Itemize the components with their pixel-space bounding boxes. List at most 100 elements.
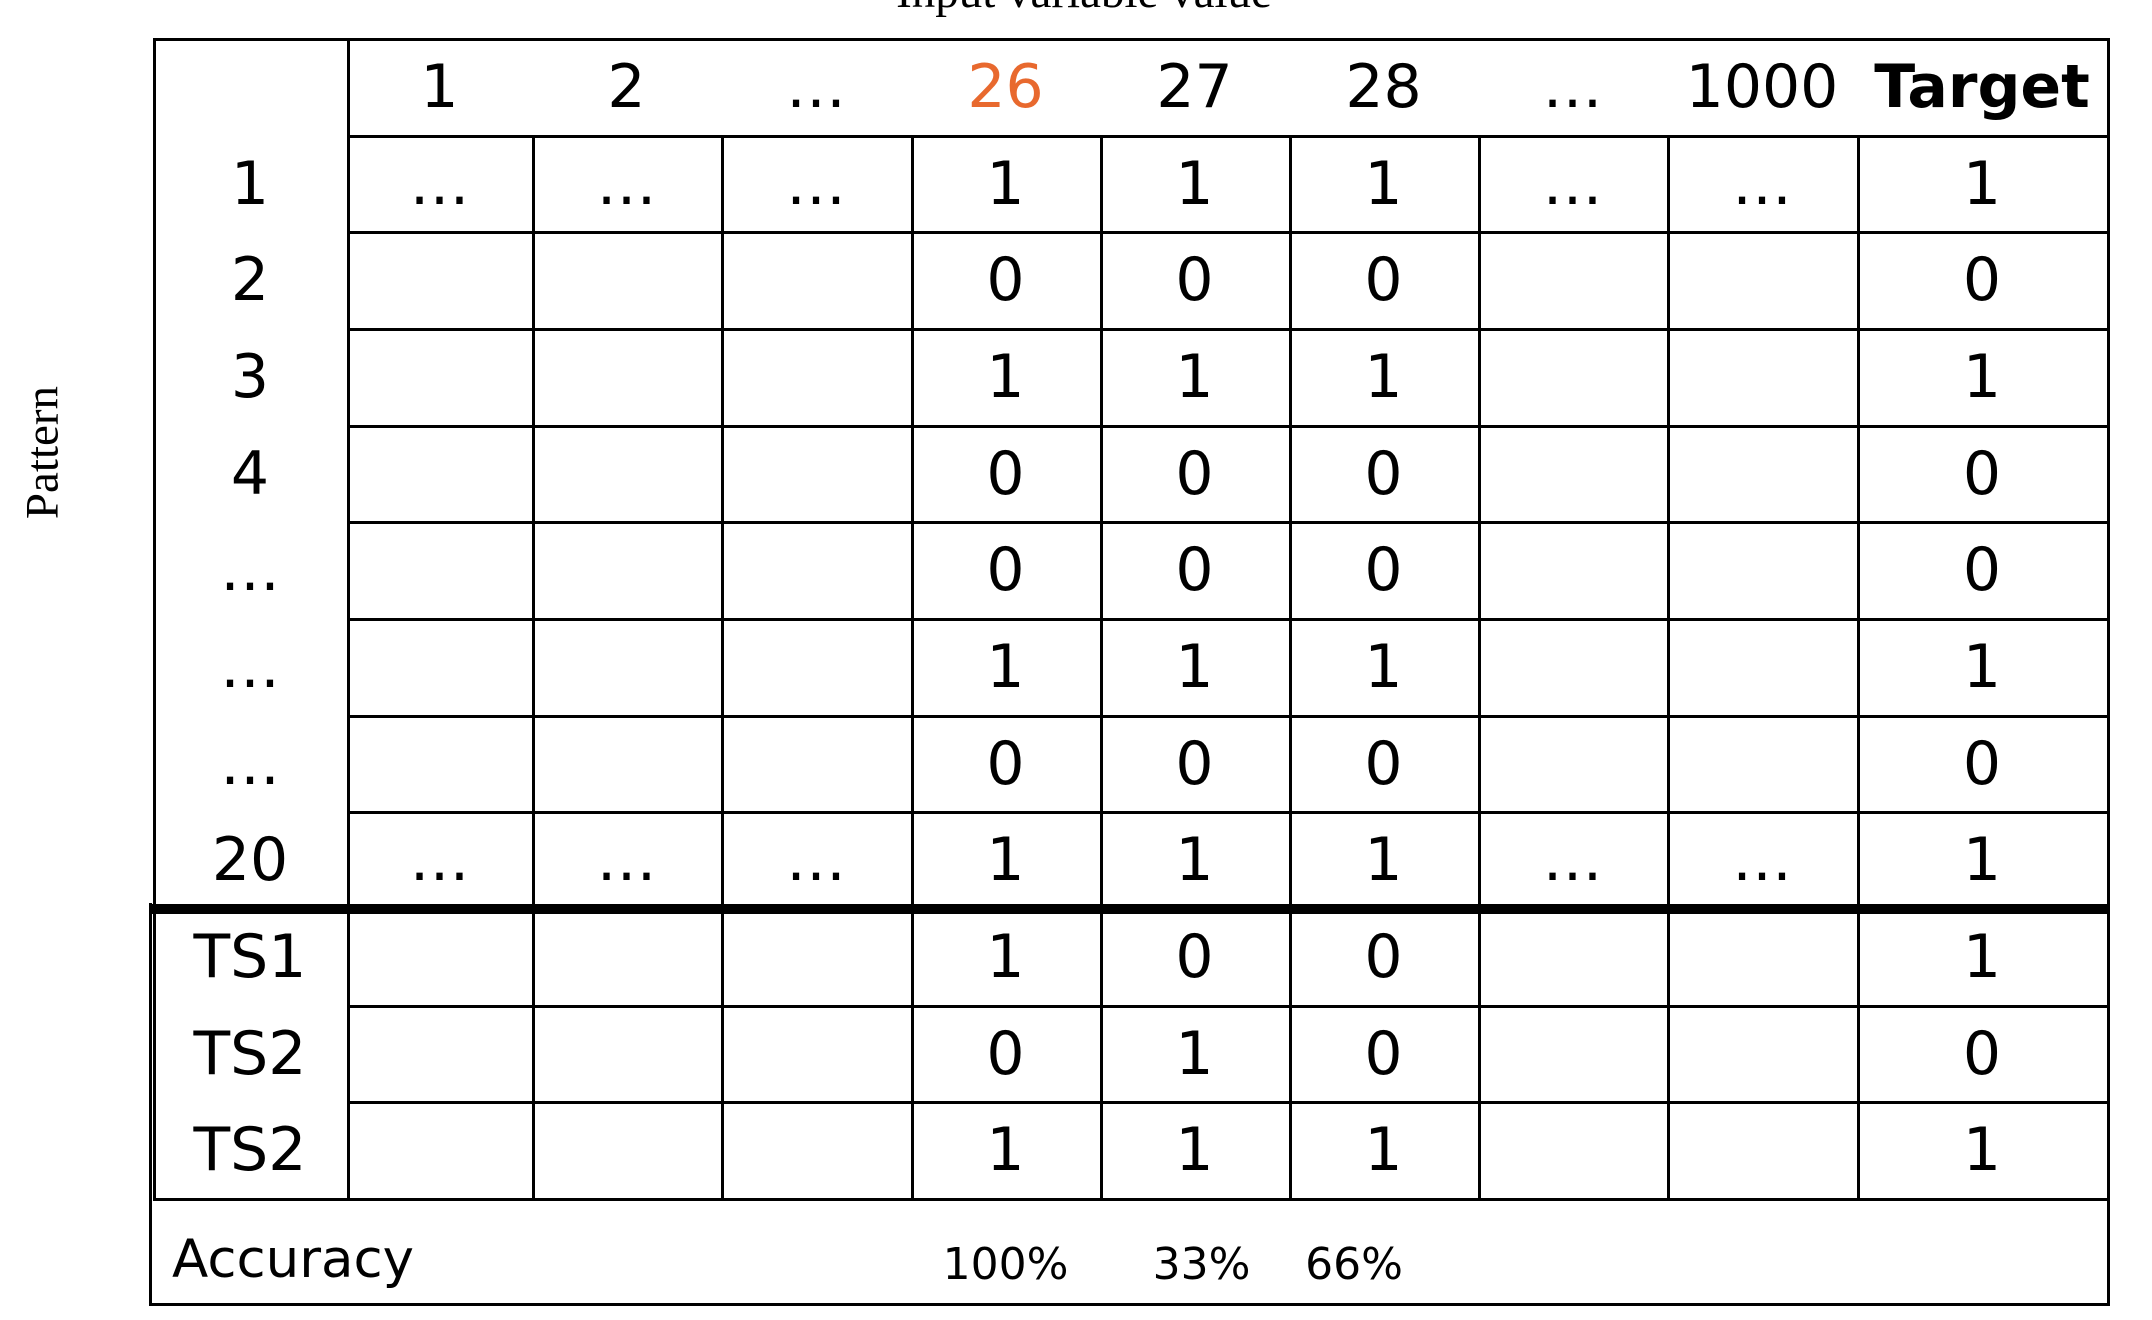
column-header: 2 bbox=[607, 51, 646, 122]
table-cell: 1 bbox=[1364, 631, 1403, 702]
table-cell: 1 bbox=[986, 341, 1025, 412]
table-cell: 1 bbox=[1175, 1018, 1214, 1089]
table-cell: 1 bbox=[1962, 148, 2002, 219]
table-cell: … bbox=[409, 824, 470, 895]
table-top-border bbox=[153, 38, 2107, 41]
table-cell: 1 bbox=[1962, 341, 2002, 412]
header-bottom-border bbox=[347, 135, 2107, 138]
table-cell: 0 bbox=[1175, 921, 1214, 992]
table-cell: 0 bbox=[1175, 244, 1214, 315]
grid-vertical-line bbox=[1478, 135, 1481, 1198]
grid-vertical-line bbox=[1289, 135, 1292, 1198]
table-cell: 0 bbox=[986, 244, 1025, 315]
row-label: TS2 bbox=[193, 1018, 307, 1089]
table-cell: … bbox=[596, 824, 657, 895]
table-cell: 0 bbox=[1364, 728, 1403, 799]
column-header: 26 bbox=[967, 51, 1044, 122]
grid-horizontal-line bbox=[347, 1005, 2107, 1008]
grid-vertical-line bbox=[532, 135, 535, 1198]
table-cell: 0 bbox=[986, 728, 1025, 799]
table-cell: 1 bbox=[1175, 1114, 1214, 1185]
table-cell: 1 bbox=[986, 824, 1025, 895]
table-cell: 1 bbox=[1175, 341, 1214, 412]
table-cell: 0 bbox=[1175, 438, 1214, 509]
row-label: 4 bbox=[230, 438, 270, 509]
table-bottom-border bbox=[153, 1198, 2107, 1201]
table-cell: 1 bbox=[1364, 824, 1403, 895]
grid-vertical-line bbox=[1857, 135, 1860, 1198]
column-header: 1000 bbox=[1685, 51, 1839, 122]
column-header: … bbox=[786, 51, 846, 122]
grid-horizontal-line bbox=[347, 618, 2107, 621]
grid-horizontal-line bbox=[347, 231, 2107, 234]
table-cell: 1 bbox=[1962, 824, 2002, 895]
accuracy-value: 66% bbox=[1305, 1239, 1403, 1290]
table-cell: … bbox=[1732, 824, 1792, 895]
table-cell: 1 bbox=[1175, 824, 1214, 895]
table-cell: 1 bbox=[986, 148, 1025, 219]
table-cell: 1 bbox=[1364, 341, 1403, 412]
train-test-divider bbox=[149, 904, 2110, 914]
table-cell: … bbox=[1542, 148, 1603, 219]
table-cell: 0 bbox=[1962, 534, 2002, 605]
table-cell: 1 bbox=[1175, 148, 1214, 219]
table-cell: 0 bbox=[1962, 1018, 2002, 1089]
table-cell: 0 bbox=[1364, 1018, 1403, 1089]
column-header: 28 bbox=[1345, 51, 1422, 122]
grid-horizontal-line bbox=[347, 328, 2107, 331]
table-cell: 0 bbox=[986, 1018, 1025, 1089]
table-cell: … bbox=[1732, 148, 1792, 219]
table-cell: 1 bbox=[1962, 921, 2002, 992]
table-cell: 0 bbox=[986, 438, 1025, 509]
table-left-border bbox=[153, 38, 156, 1199]
grid-horizontal-line bbox=[347, 811, 2107, 814]
table-cell: … bbox=[786, 148, 846, 219]
target-column-header: Target bbox=[1874, 51, 2090, 122]
table-cell: 0 bbox=[1364, 438, 1403, 509]
table-cell: 0 bbox=[1364, 921, 1403, 992]
table-cell: 1 bbox=[1962, 1114, 2002, 1185]
row-label: … bbox=[220, 631, 280, 702]
row-label: 3 bbox=[230, 341, 270, 412]
row-label: … bbox=[220, 534, 280, 605]
table-right-border bbox=[2107, 38, 2110, 1306]
table-cell: 0 bbox=[986, 534, 1025, 605]
accuracy-left-border bbox=[149, 903, 152, 1303]
row-label: TS1 bbox=[193, 921, 307, 992]
grid-vertical-line bbox=[1100, 135, 1103, 1198]
table-cell: 1 bbox=[986, 1114, 1025, 1185]
table-cell: 1 bbox=[1364, 1114, 1403, 1185]
table-cell: 1 bbox=[1962, 631, 2002, 702]
accuracy-value: 100% bbox=[942, 1239, 1069, 1290]
table-cell: 1 bbox=[986, 921, 1025, 992]
grid-horizontal-line bbox=[347, 715, 2107, 718]
column-header: 27 bbox=[1156, 51, 1233, 122]
column-header: 1 bbox=[420, 51, 459, 122]
grid-horizontal-line bbox=[347, 521, 2107, 524]
table-cell: 0 bbox=[1175, 728, 1214, 799]
table-cell: … bbox=[786, 824, 846, 895]
row-label: TS2 bbox=[193, 1114, 307, 1185]
table-cell: 0 bbox=[1962, 728, 2002, 799]
grid-vertical-line bbox=[721, 135, 724, 1198]
table-cell: … bbox=[409, 148, 470, 219]
row-label: 2 bbox=[230, 244, 270, 315]
table-cell: 0 bbox=[1364, 244, 1403, 315]
table-cell: 0 bbox=[1364, 534, 1403, 605]
accuracy-label: Accuracy bbox=[172, 1229, 414, 1290]
table-cell: 1 bbox=[1364, 148, 1403, 219]
table-cell: 1 bbox=[986, 631, 1025, 702]
table-cell: 1 bbox=[1175, 631, 1214, 702]
table-title: Input variable value bbox=[556, 0, 1612, 20]
row-label: … bbox=[220, 728, 280, 799]
accuracy-bottom-border bbox=[149, 1303, 2110, 1306]
table-cell: 0 bbox=[1175, 534, 1214, 605]
table-cell: … bbox=[596, 148, 657, 219]
column-header: … bbox=[1542, 51, 1603, 122]
table-cell: 0 bbox=[1962, 244, 2002, 315]
grid-horizontal-line bbox=[347, 425, 2107, 428]
grid-horizontal-line bbox=[347, 1101, 2107, 1104]
table-cell: … bbox=[1542, 824, 1603, 895]
grid-vertical-line bbox=[1667, 135, 1670, 1198]
